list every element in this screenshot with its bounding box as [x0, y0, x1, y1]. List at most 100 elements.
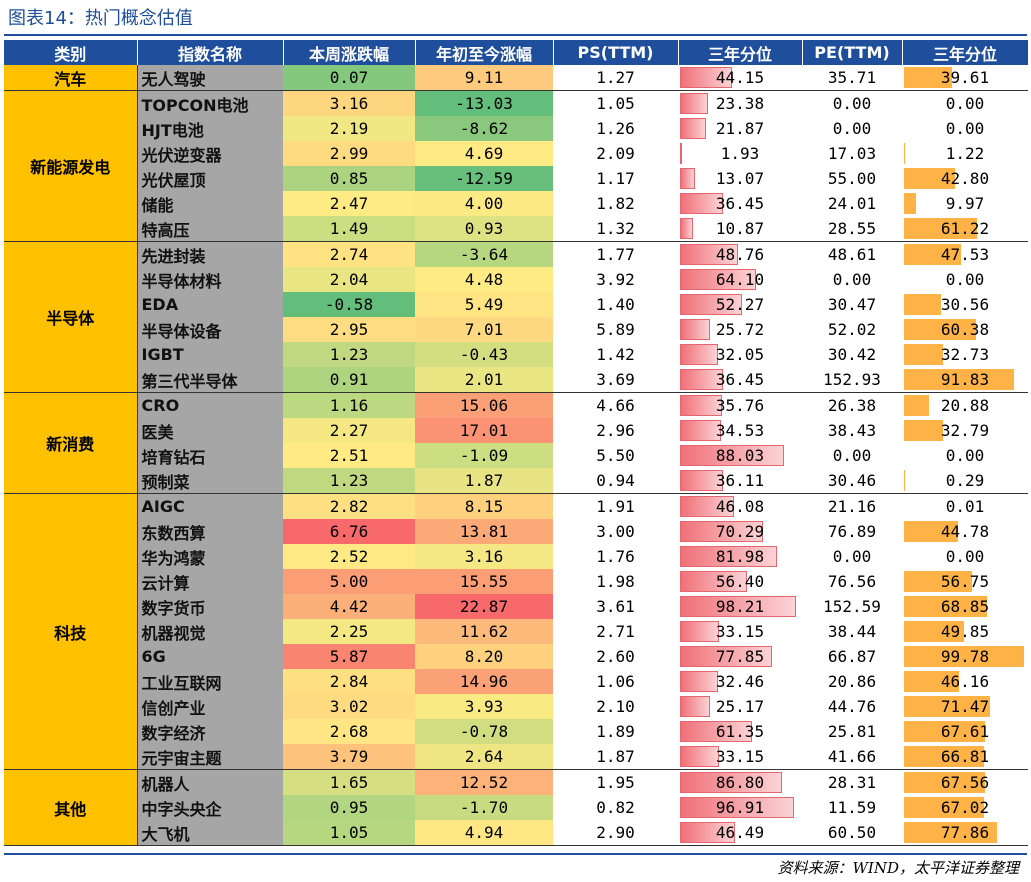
ps-percentile-value: 33.15 — [715, 747, 765, 766]
pe-percentile-cell: 66.81 — [902, 744, 1028, 770]
ps-percentile-value: 98.21 — [715, 597, 765, 616]
ps-percentile-bar — [680, 546, 777, 567]
table-row: 预制菜 1.23 1.87 0.94 36.11 30.46 0.29 — [4, 468, 1028, 494]
pe-percentile-cell: 1.22 — [902, 141, 1028, 166]
table-row: 半导体材料 2.04 4.48 3.92 64.10 0.00 0.00 — [4, 267, 1028, 292]
pe-ttm-cell: 25.81 — [827, 722, 877, 741]
pe-ttm-cell: 0.00 — [832, 119, 872, 138]
weekly-change-cell: 0.85 — [283, 166, 415, 191]
table-row: 特高压 1.49 0.93 1.32 10.87 28.55 61.22 — [4, 216, 1028, 242]
pe-percentile-value: 68.85 — [940, 597, 990, 616]
ps-percentile-value: 52.27 — [715, 295, 765, 314]
index-name-cell: AIGC — [137, 493, 283, 519]
index-name-cell: 储能 — [137, 191, 283, 216]
index-name-cell: 半导体材料 — [137, 267, 283, 292]
pe-percentile-value: 77.86 — [940, 823, 990, 842]
table-row: 光伏逆变器 2.99 4.69 2.09 1.93 17.03 1.22 — [4, 141, 1028, 166]
weekly-change-cell: 3.79 — [283, 744, 415, 770]
ps-percentile-bar — [680, 369, 723, 390]
pe-percentile-value: 42.80 — [940, 169, 990, 188]
index-name-cell: 培育钻石 — [137, 443, 283, 468]
ytd-change-cell: -8.62 — [415, 116, 553, 141]
pe-percentile-cell: 67.56 — [902, 770, 1028, 796]
ytd-change-cell: -13.03 — [415, 90, 553, 116]
pe-ttm-cell: 52.02 — [827, 320, 877, 339]
ps-ttm-cell: 1.91 — [596, 497, 635, 516]
pe-ttm-cell: 28.31 — [827, 773, 877, 792]
ps-ttm-cell: 3.00 — [596, 522, 635, 541]
weekly-change-cell: 2.74 — [283, 241, 415, 267]
ytd-change-cell: 3.93 — [415, 694, 553, 719]
pe-ttm-cell: 60.50 — [802, 820, 902, 846]
category-cell: 新能源发电 — [4, 90, 138, 242]
pe-percentile-value: 66.81 — [940, 747, 990, 766]
pe-percentile-cell: 39.61 — [902, 65, 1028, 91]
ps-percentile-bar — [680, 143, 683, 164]
pe-ttm-cell: 152.59 — [823, 597, 881, 616]
ps-ttm-cell: 4.66 — [596, 396, 635, 415]
ps-percentile-value: 56.40 — [715, 572, 765, 591]
source-note: 资料来源：WIND，太平洋证券整理 — [777, 859, 1020, 877]
ps-percentile-cell: 46.49 — [678, 820, 802, 846]
table-row: 数字货币 4.42 22.87 3.61 98.21 152.59 68.85 — [4, 594, 1028, 619]
weekly-change-cell: 0.07 — [283, 65, 415, 91]
header-pe-percentile: 三年分位 — [902, 40, 1029, 65]
ps-ttm-cell: 1.06 — [596, 672, 635, 691]
pe-percentile-cell: 20.88 — [902, 393, 1028, 419]
pe-percentile-value: 0.00 — [945, 119, 985, 138]
weekly-change-cell: 2.51 — [283, 443, 415, 468]
ytd-change-cell: 4.48 — [415, 267, 553, 292]
pe-percentile-bar — [904, 721, 986, 742]
ps-ttm-cell: 1.82 — [596, 194, 635, 213]
pe-percentile-bar — [904, 193, 916, 214]
header-category: 类别 — [4, 40, 138, 65]
pe-percentile-cell: 44.78 — [902, 519, 1028, 544]
table-row: 华为鸿蒙 2.52 3.16 1.76 81.98 0.00 0.00 — [4, 544, 1028, 569]
ps-percentile-bar — [680, 596, 796, 617]
table-row: 光伏屋顶 0.85 -12.59 1.17 13.07 55.00 42.80 — [4, 166, 1028, 191]
ps-percentile-bar — [680, 571, 747, 592]
pe-percentile-cell: 61.22 — [902, 216, 1028, 242]
ytd-change-cell: 3.16 — [415, 544, 553, 569]
pe-ttm-cell: 152.93 — [802, 367, 902, 393]
index-name-cell: 医美 — [137, 418, 283, 443]
ps-percentile-cell: 21.87 — [678, 116, 802, 141]
ps-percentile-cell: 61.35 — [678, 719, 802, 744]
pe-percentile-bar — [904, 369, 1015, 390]
ps-percentile-cell: 52.27 — [678, 292, 802, 317]
index-name-cell: HJT电池 — [137, 116, 283, 141]
pe-percentile-bar — [904, 67, 952, 88]
table-row: 中字头央企 0.95 -1.70 0.82 96.91 11.59 67.02 — [4, 795, 1028, 820]
ps-ttm-cell: 1.89 — [596, 722, 635, 741]
pe-percentile-bar — [904, 395, 930, 416]
pe-percentile-cell: 32.79 — [902, 418, 1028, 443]
table-row: 医美 2.27 17.01 2.96 34.53 38.43 32.79 — [4, 418, 1028, 443]
ps-ttm-cell: 5.89 — [596, 320, 635, 339]
pe-percentile-value: 39.61 — [940, 68, 990, 87]
ps-percentile-bar — [680, 646, 772, 667]
table-row: HJT电池 2.19 -8.62 1.26 21.87 0.00 0.00 — [4, 116, 1028, 141]
weekly-change-cell: 2.04 — [283, 267, 415, 292]
weekly-change-cell: 0.95 — [283, 795, 415, 820]
pe-percentile-value: 0.00 — [945, 270, 985, 289]
pe-percentile-value: 0.00 — [945, 94, 985, 113]
ytd-change-cell: 14.96 — [415, 669, 553, 694]
index-name-cell: 数字经济 — [137, 719, 283, 744]
pe-ttm-cell: 30.42 — [827, 345, 877, 364]
pe-percentile-bar — [904, 344, 944, 365]
ps-percentile-value: 32.46 — [715, 672, 765, 691]
category-cell: 新消费 — [4, 392, 138, 494]
ps-percentile-bar — [680, 244, 738, 265]
ps-percentile-cell: 36.45 — [678, 367, 802, 393]
ps-ttm-cell: 2.60 — [596, 647, 635, 666]
ps-percentile-cell: 32.46 — [678, 669, 802, 694]
valuation-table: 类别 指数名称 本周涨跌幅 年初至今涨幅 PS(TTM) 三年分位 PE(TTM… — [4, 40, 1029, 846]
pe-percentile-bar — [904, 696, 990, 717]
ps-percentile-bar — [680, 521, 763, 542]
table-row: 科技 AIGC 2.82 8.15 1.91 46.08 21.16 0.01 — [4, 493, 1028, 770]
ps-percentile-value: 21.87 — [715, 119, 765, 138]
ps-percentile-value: 25.72 — [715, 320, 765, 339]
ps-percentile-value: 96.91 — [715, 798, 765, 817]
weekly-change-cell: 2.47 — [283, 191, 415, 216]
pe-percentile-cell: 32.73 — [902, 342, 1028, 367]
